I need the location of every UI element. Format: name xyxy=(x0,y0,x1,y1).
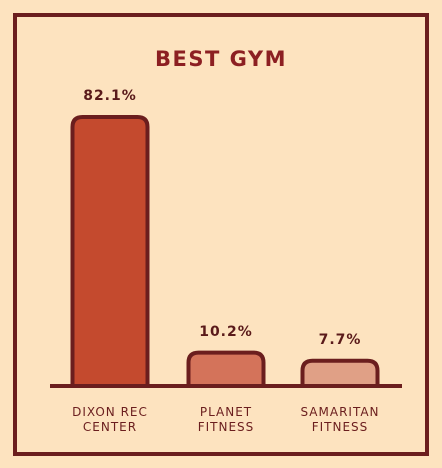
bar xyxy=(300,358,380,388)
bar xyxy=(70,115,150,388)
x-tick-label: PLANET FITNESS xyxy=(197,405,255,434)
x-tick-label: SAMARITAN FITNESS xyxy=(300,405,380,434)
frame xyxy=(13,13,429,456)
value-label: 7.7% xyxy=(318,331,362,348)
value-label: 82.1% xyxy=(83,88,137,104)
bar xyxy=(186,350,266,388)
value-label: 10.2% xyxy=(199,323,253,340)
x-tick-label: DIXON REC CENTER xyxy=(72,405,148,434)
chart-title: BEST GYM xyxy=(155,47,287,71)
